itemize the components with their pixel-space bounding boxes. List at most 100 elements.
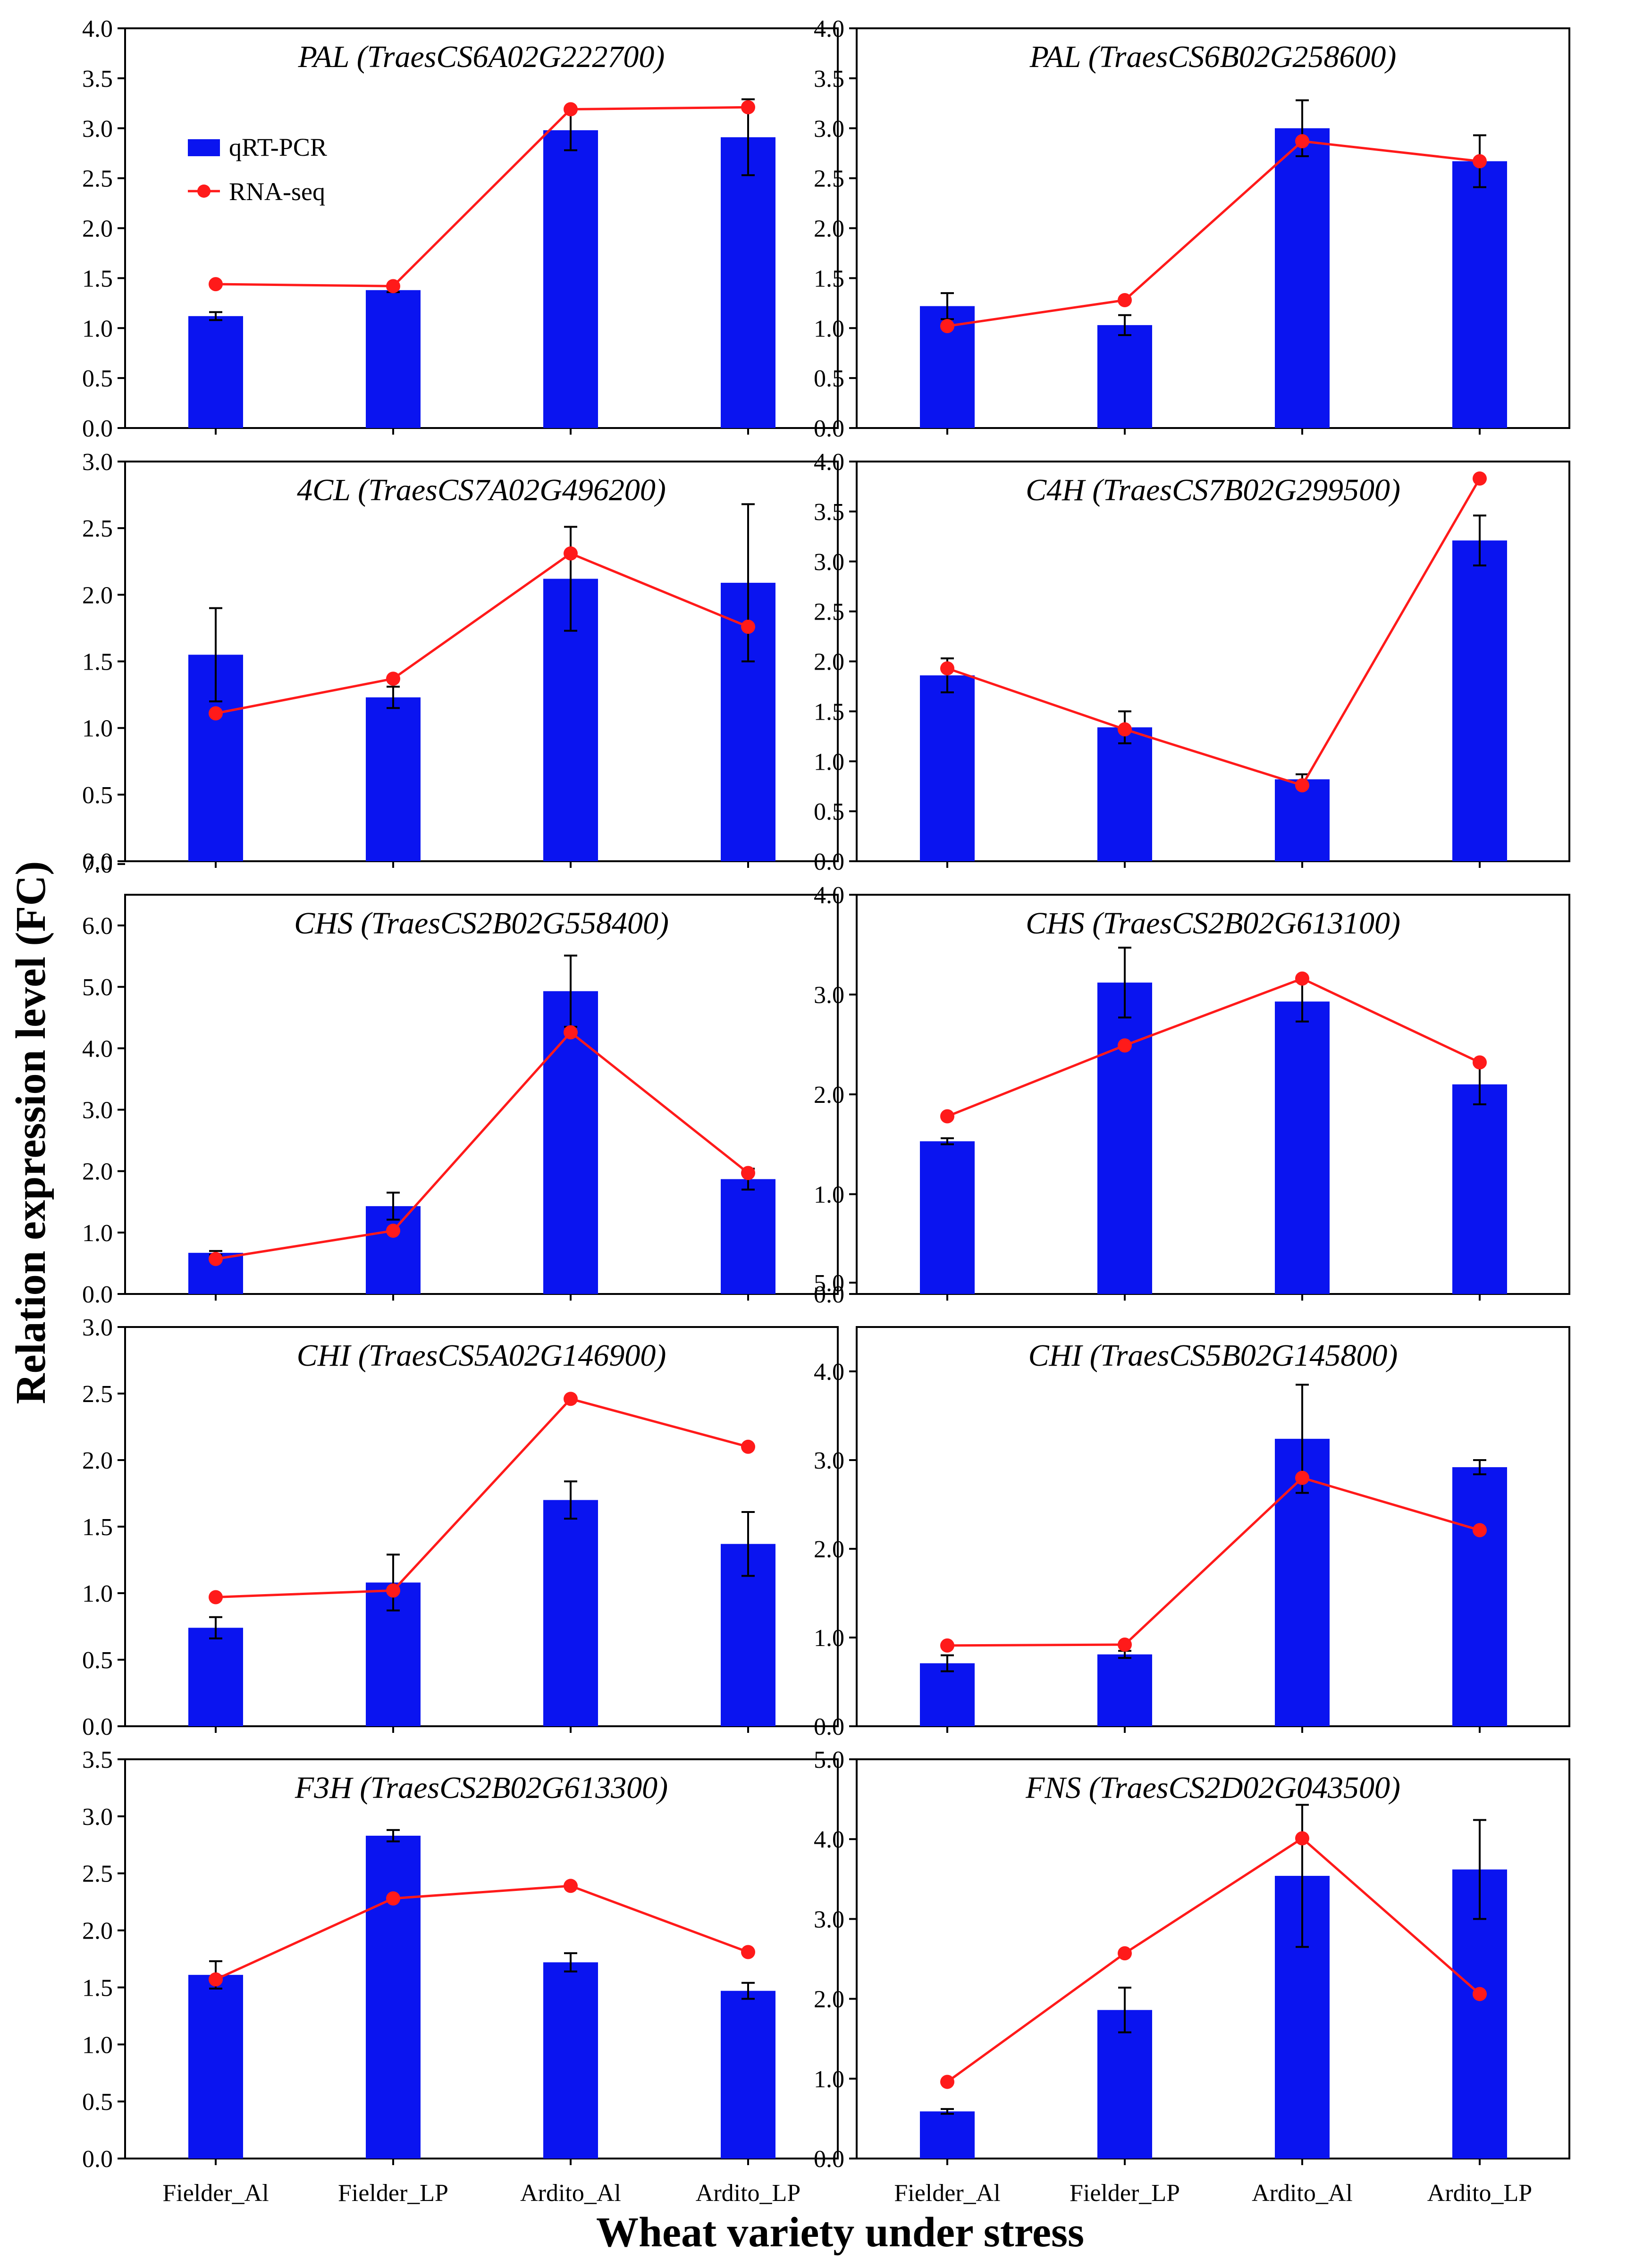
x-tick-label: Ardito_LP	[1427, 2180, 1532, 2207]
panel-title: FNS (TraesCS2D02G043500)	[1025, 1771, 1400, 1805]
y-tick-label: 1.5	[82, 1974, 113, 2001]
y-tick-label: 1.0	[814, 315, 844, 342]
y-tick-label: 2.0	[814, 1986, 844, 2013]
rna-seq-point	[564, 1025, 578, 1040]
y-tick-label: 1.5	[814, 698, 844, 725]
y-tick-label: 1.0	[814, 748, 844, 775]
bar-Ardito_Al	[543, 130, 598, 428]
bar-Ardito_LP	[721, 1991, 775, 2159]
panel-title: F3H (TraesCS2B02G613300)	[295, 1771, 668, 1805]
rna-seq-point	[209, 1252, 223, 1266]
y-tick-label: 5.0	[814, 1747, 844, 1773]
rna-seq-point	[940, 661, 954, 676]
rna-seq-line	[947, 140, 1480, 328]
rna-seq-point	[940, 2075, 954, 2089]
rna-seq-line	[946, 1837, 1481, 2083]
rna-seq-point	[209, 706, 223, 721]
bar-Ardito_Al	[543, 991, 598, 1294]
plot-frame	[124, 894, 839, 1295]
y-tick-label: 0.0	[82, 848, 113, 875]
x-tick-label: Fielder_LP	[1070, 2180, 1180, 2207]
panel-7: 0.0 0.5 1.0 1.5 2.0 2.5 3.0 CHI (TraesCS5A02G14…	[82, 1314, 839, 1740]
rna-seq-line	[947, 478, 1481, 787]
rna-seq-point	[564, 1392, 578, 1406]
y-tick-label: 5.0	[814, 1270, 844, 1297]
y-tick-label: 2.0	[82, 582, 113, 609]
panel-10: 0.0 1.0 2.0 3.0 4.0 5.0 FNS (TraesCS2D02G04350…	[814, 1747, 1570, 2207]
y-tick-label: 0.5	[82, 365, 113, 392]
y-tick-label: 0.0	[814, 415, 844, 442]
rna-seq-point	[741, 1166, 755, 1180]
rna-seq-line	[215, 552, 749, 715]
bar-Fielder_LP	[1097, 2010, 1152, 2159]
bar-Fielder_LP	[366, 697, 421, 861]
bar-Fielder_Al	[920, 1141, 975, 1294]
y-tick-label: 3.0	[814, 549, 844, 576]
y-tick-label: 1.0	[82, 2032, 113, 2058]
bar-Ardito_Al	[543, 1962, 598, 2159]
plot-frame	[124, 1758, 839, 2159]
bar-Ardito_LP	[721, 137, 775, 428]
y-tick-label: 2.0	[82, 1159, 113, 1185]
y-tick-label: 1.5	[814, 265, 844, 292]
y-tick-label: 2.0	[814, 1536, 844, 1563]
rna-seq-point	[1295, 1831, 1309, 1846]
bar-Ardito_LP	[1452, 161, 1507, 428]
rna-seq-point	[386, 672, 400, 686]
rna-seq-line	[215, 1031, 749, 1260]
x-tick-label: Ardito_Al	[1252, 2180, 1353, 2207]
rna-seq-point	[386, 1583, 400, 1598]
y-tick-label: 0.5	[814, 798, 844, 825]
panel-2: 0.0 0.5 1.0 1.5 2.0 2.5 3.0 3.5 4.0 PAL (TraesCS6…	[814, 16, 1570, 442]
bar-Fielder_LP	[1097, 325, 1152, 428]
rna-seq-point	[1118, 293, 1132, 307]
panel-title: PAL (TraesCS6A02G222700)	[298, 40, 665, 74]
legend: qRT-PCR RNA-seq	[188, 133, 327, 206]
y-tick-label: 1.5	[82, 265, 113, 292]
rna-seq-point	[564, 102, 578, 117]
y-tick-label: 3.0	[814, 116, 844, 143]
rna-seq-line	[947, 977, 1481, 1117]
bar-Fielder_LP	[1097, 1654, 1152, 1726]
rna-seq-point	[564, 1879, 578, 1893]
panel-9: 0.0 0.5 1.0 1.5 2.0 2.5 3.0 3.5 F3H (TraesCS2B02…	[82, 1747, 839, 2207]
rna-seq-line	[215, 1884, 749, 1981]
panel-title: CHS (TraesCS2B02G613100)	[1026, 906, 1400, 941]
rna-seq-line	[215, 1397, 749, 1598]
y-tick-label: 1.0	[814, 1182, 844, 1209]
rna-seq-point	[386, 1891, 400, 1906]
rna-seq-point	[1473, 471, 1487, 486]
legend-swatch-qrt-pcr	[188, 139, 220, 156]
x-tick-label: Fielder_Al	[894, 2180, 1000, 2207]
y-tick-label: 3.0	[82, 116, 113, 143]
y-tick-label: 4.0	[82, 16, 113, 42]
y-tick-label: 2.5	[82, 1861, 113, 1888]
rna-seq-point	[1473, 1055, 1487, 1070]
panel-4: 0.0 0.5 1.0 1.5 2.0 2.5 3.0 3.5 4.0 C4H (TraesCS7…	[814, 449, 1570, 875]
y-tick-label: 1.0	[814, 2066, 844, 2093]
plot-frame	[856, 1326, 1570, 1727]
rna-seq-point	[940, 319, 954, 334]
rna-seq-point	[209, 277, 223, 292]
y-tick-label: 3.0	[82, 1097, 113, 1124]
rna-seq-line	[947, 1476, 1480, 1647]
bar-Fielder_Al	[188, 1974, 243, 2159]
y-tick-label: 2.0	[814, 1082, 844, 1109]
x-tick-label: Ardito_LP	[696, 2180, 800, 2207]
y-tick-label: 2.0	[82, 1447, 113, 1474]
rna-seq-point	[1118, 1038, 1132, 1053]
bar-Fielder_Al	[188, 316, 243, 428]
rna-seq-point	[741, 620, 755, 634]
bar-Ardito_LP	[1452, 540, 1507, 861]
legend-label-qrt-pcr: qRT-PCR	[229, 133, 327, 161]
panel-title: 4CL (TraesCS7A02G496200)	[297, 473, 666, 507]
y-tick-label: 0.0	[82, 2146, 113, 2173]
bar-Fielder_LP	[1097, 727, 1152, 861]
y-tick-label: 2.5	[82, 515, 113, 542]
rna-seq-point	[386, 279, 400, 294]
y-tick-label: 0.5	[814, 365, 844, 392]
rna-seq-point	[1295, 1470, 1309, 1485]
y-tick-label: 5.0	[82, 974, 113, 1001]
rna-seq-point	[741, 1945, 755, 1959]
y-tick-label: 4.0	[814, 16, 844, 42]
